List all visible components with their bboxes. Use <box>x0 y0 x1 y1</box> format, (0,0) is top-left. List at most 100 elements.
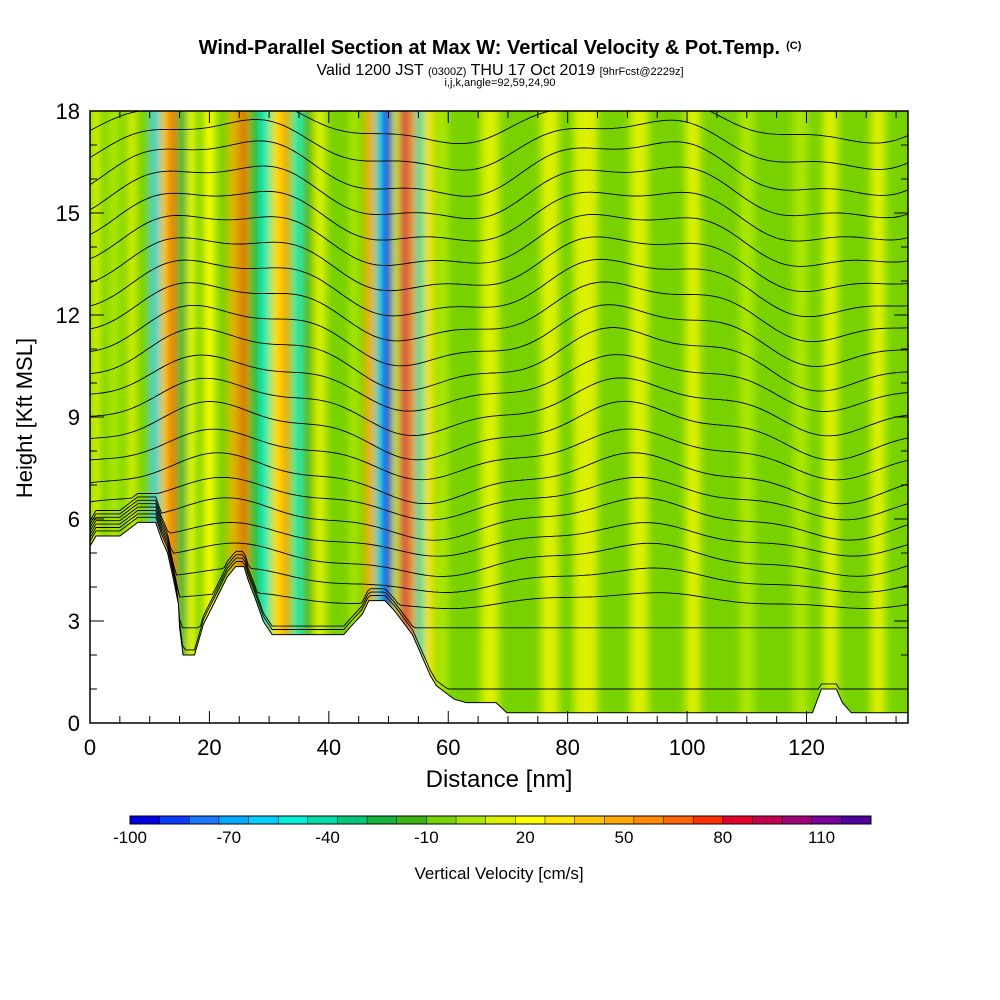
velocity-column-34 <box>540 111 559 723</box>
velocity-column-25 <box>393 111 400 723</box>
subtitle-valid: Valid 1200 JST <box>316 62 424 79</box>
velocity-column-32 <box>481 111 499 723</box>
velocity-column-43 <box>793 111 808 723</box>
colorbar-swatch-7 <box>337 816 368 824</box>
velocity-column-30 <box>436 111 449 723</box>
velocity-column-6 <box>168 111 176 723</box>
chart-subtitle-indices: i,j,k,angle=92,59,24,90 <box>444 77 556 89</box>
x-tick-label-20: 20 <box>197 735 221 760</box>
chart-title: Wind-Parallel Section at Max W: Vertical… <box>198 37 802 59</box>
x-tick-label-60: 60 <box>436 735 460 760</box>
velocity-column-37 <box>630 111 649 723</box>
velocity-column-11 <box>229 111 237 723</box>
y-tick-label-12: 12 <box>56 303 80 328</box>
x-tick-label-40: 40 <box>317 735 341 760</box>
colorbar-swatch-9 <box>396 816 427 824</box>
y-tick-label-6: 6 <box>68 507 80 532</box>
velocity-column-9 <box>204 111 215 723</box>
y-tick-label-15: 15 <box>56 201 80 226</box>
colorbar-swatch-4 <box>248 816 279 824</box>
theta-contour-20 <box>90 165 908 220</box>
y-tick-label-3: 3 <box>68 609 80 634</box>
subtitle-forecast: [9hrFcst@2229z] <box>599 66 684 78</box>
velocity-column-3 <box>143 111 151 723</box>
theta-contour-13 <box>90 327 908 392</box>
colorbar-tick-label-50: 50 <box>615 828 634 847</box>
colorbar-swatch-6 <box>307 816 338 824</box>
colorbar: -100 -70 -40 -10 20 50 80 110 <box>113 815 872 847</box>
y-axis-label: Height [Kft MSL] <box>12 337 37 499</box>
colorbar-swatch-1 <box>159 816 190 824</box>
theta-contour-1 <box>90 513 908 629</box>
colorbar-swatch-19 <box>693 816 724 824</box>
theta-contour-5 <box>90 499 908 557</box>
colorbar-swatch-2 <box>189 816 220 824</box>
theta-contour-21 <box>90 140 908 197</box>
theta-contour-14 <box>90 304 908 367</box>
colorbar-frame <box>129 815 872 825</box>
y-tick-label-18: 18 <box>56 99 80 124</box>
axes: 0 20 40 60 80 100 120 0 3 6 9 12 15 18 <box>56 99 908 760</box>
colorbar-swatch-15 <box>574 816 605 824</box>
title-mark: (C) <box>786 40 802 52</box>
theta-contour-7 <box>90 476 908 521</box>
velocity-column-24 <box>383 111 392 723</box>
colorbar-tick-label-110: 110 <box>808 828 835 847</box>
colorbar-swatch-24 <box>841 816 872 824</box>
velocity-column-20 <box>331 111 344 723</box>
colorbar-swatch-17 <box>633 816 664 824</box>
velocity-column-12 <box>239 111 248 723</box>
y-tick-label-0: 0 <box>68 711 80 736</box>
x-tick-label-120: 120 <box>788 735 825 760</box>
velocity-column-46 <box>870 111 886 723</box>
velocity-column-21 <box>349 111 359 723</box>
theta-contour-6 <box>90 496 908 541</box>
colorbar-swatch-8 <box>367 816 398 824</box>
colorbar-tick-label--100: -100 <box>113 828 147 847</box>
colorbar-tick-label--10: -10 <box>414 828 439 847</box>
colorbar-swatch-16 <box>604 816 635 824</box>
theta-contour-11 <box>90 377 908 437</box>
colorbar-tick-label--40: -40 <box>315 828 340 847</box>
y-tick-label-9: 9 <box>68 405 80 430</box>
theta-contour-3 <box>90 506 908 593</box>
x-tick-label-100: 100 <box>669 735 706 760</box>
theta-contour-23 <box>90 111 908 145</box>
velocity-column-18 <box>304 111 312 723</box>
colorbar-swatch-5 <box>278 816 309 824</box>
velocity-column-23 <box>376 111 384 723</box>
velocity-column-1 <box>107 111 120 723</box>
velocity-column-17 <box>293 111 302 723</box>
colorbar-swatch-13 <box>515 816 546 824</box>
velocity-columns <box>91 111 908 723</box>
theta-contour-0 <box>90 516 908 690</box>
colorbar-label: Vertical Velocity [cm/s] <box>414 864 584 883</box>
velocity-column-36 <box>606 111 625 723</box>
velocity-column-39 <box>685 111 701 723</box>
velocity-column-35 <box>573 111 598 723</box>
velocity-column-27 <box>407 111 415 723</box>
colorbar-swatch-22 <box>782 816 813 824</box>
colorbar-swatch-3 <box>218 816 249 824</box>
velocity-column-7 <box>178 111 188 723</box>
velocity-column-8 <box>187 111 196 723</box>
velocity-column-10 <box>219 111 227 723</box>
theta-contour-19 <box>90 190 908 242</box>
theta-contour-17 <box>90 236 908 293</box>
velocity-column-13 <box>250 111 259 723</box>
theta-contour-22 <box>90 119 908 171</box>
colorbar-swatch-10 <box>426 816 457 824</box>
theta-contour-8 <box>90 452 908 505</box>
theta-contours <box>90 111 908 690</box>
theta-contour-12 <box>90 354 908 412</box>
colorbar-swatch-18 <box>663 816 694 824</box>
chart-subtitle: Valid 1200 JST (0300Z) THU 17 Oct 2019 [… <box>0 62 1000 80</box>
velocity-column-45 <box>846 111 862 723</box>
theta-contour-18 <box>90 214 908 267</box>
theta-contour-16 <box>90 258 908 318</box>
subtitle-utc: (0300Z) <box>427 66 467 78</box>
colorbar-swatch-23 <box>811 816 842 824</box>
velocity-column-26 <box>399 111 408 723</box>
terrain-mask <box>90 521 908 723</box>
